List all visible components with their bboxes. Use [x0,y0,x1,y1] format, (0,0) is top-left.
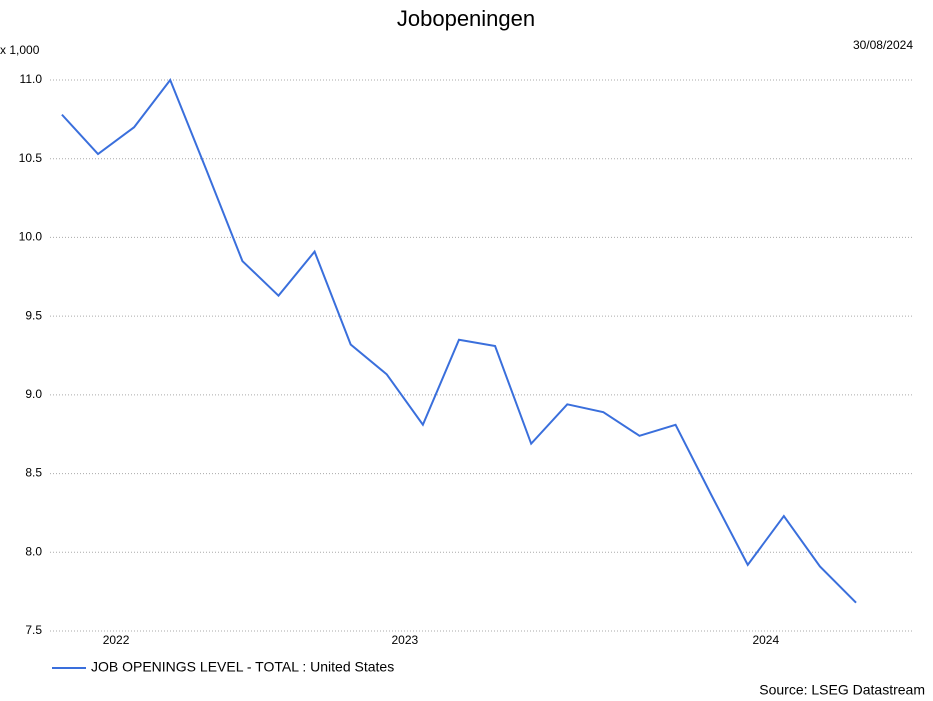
x-tick-label: 2024 [752,633,779,647]
y-tick-label: 10.0 [19,230,43,244]
line [61,77,857,604]
y-tick-label: 9.5 [25,308,42,322]
y-tick-label: 11.0 [20,72,43,86]
y-tick-label: 9.0 [25,387,42,401]
y-tick-label: 7.5 [25,623,42,637]
x-tick-label: 2023 [391,633,418,647]
date-label: 30/08/2024 [853,38,913,52]
y-tick-label: 10.5 [19,151,43,165]
source: Source: LSEG Datastream [759,682,925,698]
legend-label: JOB OPENINGS LEVEL - TOTAL : United Stat… [91,659,394,675]
x-tick-label: 2022 [103,633,130,647]
unit-label: x 1,000 [0,43,40,57]
chart-title: Jobopeningen [397,6,535,31]
y-tick-label: 8.5 [25,466,42,480]
y-tick-label: 8.0 [25,544,42,558]
